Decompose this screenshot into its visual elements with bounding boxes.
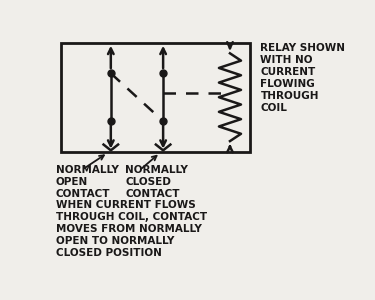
Text: NORMALLY
OPEN
CONTACT: NORMALLY OPEN CONTACT — [56, 165, 118, 200]
Bar — [62, 43, 250, 152]
Text: WHEN CURRENT FLOWS
THROUGH COIL, CONTACT
MOVES FROM NORMALLY
OPEN TO NORMALLY
CL: WHEN CURRENT FLOWS THROUGH COIL, CONTACT… — [56, 200, 207, 258]
Text: NORMALLY
CLOSED
CONTACT: NORMALLY CLOSED CONTACT — [125, 165, 188, 200]
Text: RELAY SHOWN
WITH NO
CURRENT
FLOWING
THROUGH
COIL: RELAY SHOWN WITH NO CURRENT FLOWING THRO… — [261, 43, 345, 113]
